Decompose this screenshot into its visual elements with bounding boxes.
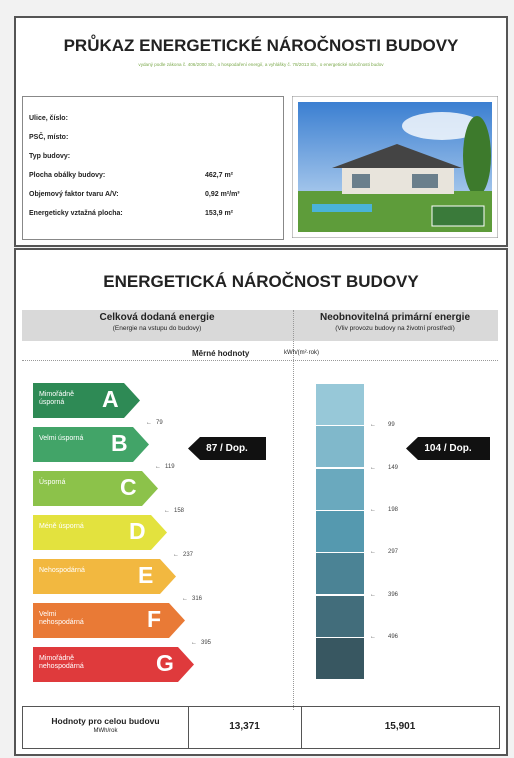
primary-segment bbox=[316, 638, 364, 679]
class-name: Velmi úsporná bbox=[39, 435, 91, 443]
threshold-value: 198 bbox=[388, 507, 398, 513]
class-name: Mimořádně úsporná bbox=[39, 391, 91, 407]
primary-segment bbox=[316, 596, 364, 637]
row-label: Objemový faktor tvaru A/V: bbox=[29, 191, 119, 198]
row-label: Ulice, číslo: bbox=[29, 115, 68, 122]
threshold-value: 395 bbox=[201, 640, 211, 646]
class-arrow: Mimořádně nehospodárná G bbox=[33, 647, 194, 682]
threshold-value: 149 bbox=[388, 465, 398, 471]
marker: 87 / Dop. bbox=[188, 437, 266, 460]
threshold-value: 158 bbox=[174, 508, 184, 514]
row-label: Plocha obálky budovy: bbox=[29, 172, 105, 179]
threshold-value: 99 bbox=[388, 422, 395, 428]
class-name: Úsporná bbox=[39, 479, 91, 487]
threshold-value: 297 bbox=[388, 549, 398, 555]
column-subtitle: (Energie na vstupu do budovy) bbox=[22, 325, 292, 332]
column-title: Neobnovitelná primární energie bbox=[292, 312, 498, 323]
class-name: Mimořádně nehospodárná bbox=[39, 655, 91, 671]
threshold-value: 237 bbox=[183, 552, 193, 558]
title: PRŮKAZ ENERGETICKÉ NÁROČNOSTI BUDOVY bbox=[16, 36, 506, 56]
class-name: Méně úsporná bbox=[39, 523, 91, 531]
totals-row: Hodnoty pro celou budovu MWh/rok 13,371 … bbox=[22, 706, 500, 749]
threshold-value: 79 bbox=[156, 420, 163, 426]
threshold: ← bbox=[191, 640, 197, 646]
threshold: ← bbox=[173, 552, 179, 558]
threshold: ← bbox=[146, 420, 152, 426]
column-subtitle: (Vliv provozu budovy na životní prostřed… bbox=[292, 325, 498, 332]
marker: 104 / Dop. bbox=[406, 437, 490, 460]
class-arrow: Velmi úsporná B bbox=[33, 427, 149, 462]
class-arrow: Úsporná C bbox=[33, 471, 158, 506]
column-divider bbox=[293, 310, 294, 710]
primary-segment bbox=[316, 469, 364, 510]
threshold: ← bbox=[370, 634, 376, 640]
info-box: Ulice, číslo: PSČ, místo: Typ budovy: Ploch… bbox=[22, 96, 284, 240]
class-arrow: Velmi nehospodárná F bbox=[33, 603, 185, 638]
class-letter: G bbox=[156, 650, 174, 677]
subtitle: vydaný podle zákona č. 406/2000 Sb., o h… bbox=[16, 62, 506, 67]
header-panel: PRŮKAZ ENERGETICKÉ NÁROČNOSTI BUDOVY vyd… bbox=[14, 16, 508, 247]
class-letter: A bbox=[102, 386, 119, 413]
primary-segment bbox=[316, 553, 364, 594]
row-value: 153,9 m² bbox=[205, 210, 233, 217]
threshold: ← bbox=[155, 464, 161, 470]
threshold: ← bbox=[370, 422, 376, 428]
class-arrow: Nehospodárná E bbox=[33, 559, 176, 594]
divider bbox=[22, 360, 498, 361]
class-letter: E bbox=[138, 562, 153, 589]
class-letter: C bbox=[120, 474, 137, 501]
row-label: Energeticky vztažná plocha: bbox=[29, 210, 123, 217]
class-arrow: Méně úsporná D bbox=[33, 515, 167, 550]
primary-segment bbox=[316, 511, 364, 552]
building-photo bbox=[292, 96, 498, 238]
row-value: 462,7 m² bbox=[205, 172, 233, 179]
primary-segment bbox=[316, 384, 364, 425]
row-value: 0,92 m²/m³ bbox=[205, 191, 240, 198]
unit: kWh/(m²·rok) bbox=[284, 350, 319, 356]
threshold-value: 396 bbox=[388, 592, 398, 598]
threshold: ← bbox=[370, 592, 376, 598]
threshold: ← bbox=[370, 465, 376, 471]
totals-unit: MWh/rok bbox=[23, 728, 188, 734]
page: PRŮKAZ ENERGETICKÉ NÁROČNOSTI BUDOVY vyd… bbox=[0, 0, 514, 758]
row-label: Typ budovy: bbox=[29, 153, 70, 160]
row-label: PSČ, místo: bbox=[29, 134, 68, 141]
threshold-value: 119 bbox=[165, 464, 175, 470]
class-name: Velmi nehospodárná bbox=[39, 611, 91, 627]
threshold: ← bbox=[164, 508, 170, 514]
class-letter: B bbox=[111, 430, 128, 457]
column-title: Celková dodaná energie bbox=[22, 312, 292, 323]
unit-label: Měrné hodnoty bbox=[192, 349, 249, 358]
threshold-value: 316 bbox=[192, 596, 202, 602]
primary-segment bbox=[316, 426, 364, 467]
totals-primary: 15,901 bbox=[301, 721, 499, 732]
class-arrow: Mimořádně úsporná A bbox=[33, 383, 140, 418]
threshold-value: 496 bbox=[388, 634, 398, 640]
totals-delivered: 13,371 bbox=[188, 721, 301, 732]
threshold: ← bbox=[370, 549, 376, 555]
rating-title: ENERGETICKÁ NÁROČNOST BUDOVY bbox=[16, 272, 506, 292]
class-letter: D bbox=[129, 518, 146, 545]
class-letter: F bbox=[147, 606, 161, 633]
threshold: ← bbox=[370, 507, 376, 513]
totals-label: Hodnoty pro celou budovu bbox=[23, 716, 188, 726]
class-name: Nehospodárná bbox=[39, 567, 91, 575]
threshold: ← bbox=[182, 596, 188, 602]
